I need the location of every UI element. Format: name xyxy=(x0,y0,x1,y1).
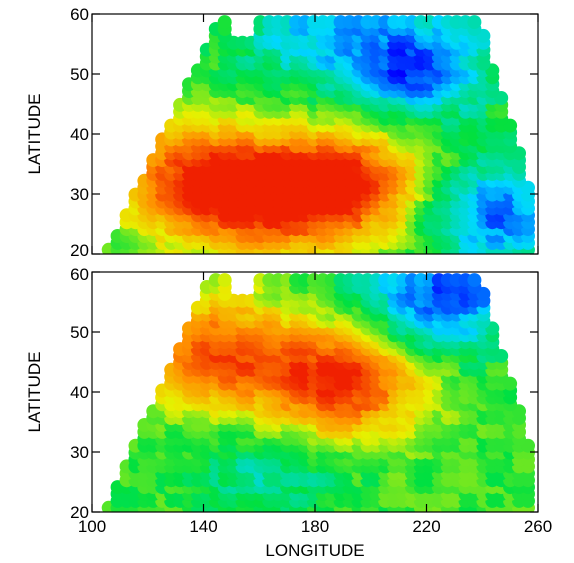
bottom-x-tick-label: 100 xyxy=(78,517,106,536)
bottom-x-ticks: 100 140 180 220 260 xyxy=(78,272,552,536)
top-y-tick-label: 20 xyxy=(70,241,89,260)
bottom-panel: 20 30 40 50 60 100 140 180 220 260 LATITUDE LONG… xyxy=(25,265,552,560)
bottom-heatmap-cell xyxy=(217,273,232,288)
top-y-ticks: 20 30 40 50 60 xyxy=(70,5,538,260)
top-panel: 20 30 40 50 60 LATITUDE xyxy=(25,5,539,260)
bottom-heatmap-cells xyxy=(101,273,535,512)
bottom-x-tick-label: 260 xyxy=(524,517,552,536)
top-heatmap-cells xyxy=(101,15,535,254)
top-y-axis-label: LATITUDE xyxy=(25,94,44,175)
bottom-y-axis-label: LATITUDE xyxy=(25,352,44,433)
top-x-ticks xyxy=(91,14,539,254)
bottom-y-tick-label: 60 xyxy=(70,265,89,284)
bottom-heatmap-cell xyxy=(467,273,482,288)
top-y-tick-label: 60 xyxy=(70,5,89,24)
bottom-x-tick-label: 140 xyxy=(189,517,217,536)
bottom-x-tick-label: 180 xyxy=(301,517,329,536)
bottom-y-tick-label: 20 xyxy=(70,503,89,522)
bottom-y-tick-label: 50 xyxy=(70,323,89,342)
bottom-x-tick-label: 220 xyxy=(412,517,440,536)
x-axis-label: LONGITUDE xyxy=(265,541,364,560)
top-heatmap-cell xyxy=(467,15,482,30)
bottom-y-tick-label: 40 xyxy=(70,383,89,402)
top-y-tick-label: 40 xyxy=(70,125,89,144)
bottom-y-tick-label: 30 xyxy=(70,443,89,462)
top-y-tick-label: 50 xyxy=(70,65,89,84)
bottom-y-ticks: 20 30 40 50 60 xyxy=(70,265,538,522)
top-y-tick-label: 30 xyxy=(70,185,89,204)
top-heatmap-cell xyxy=(217,15,232,30)
